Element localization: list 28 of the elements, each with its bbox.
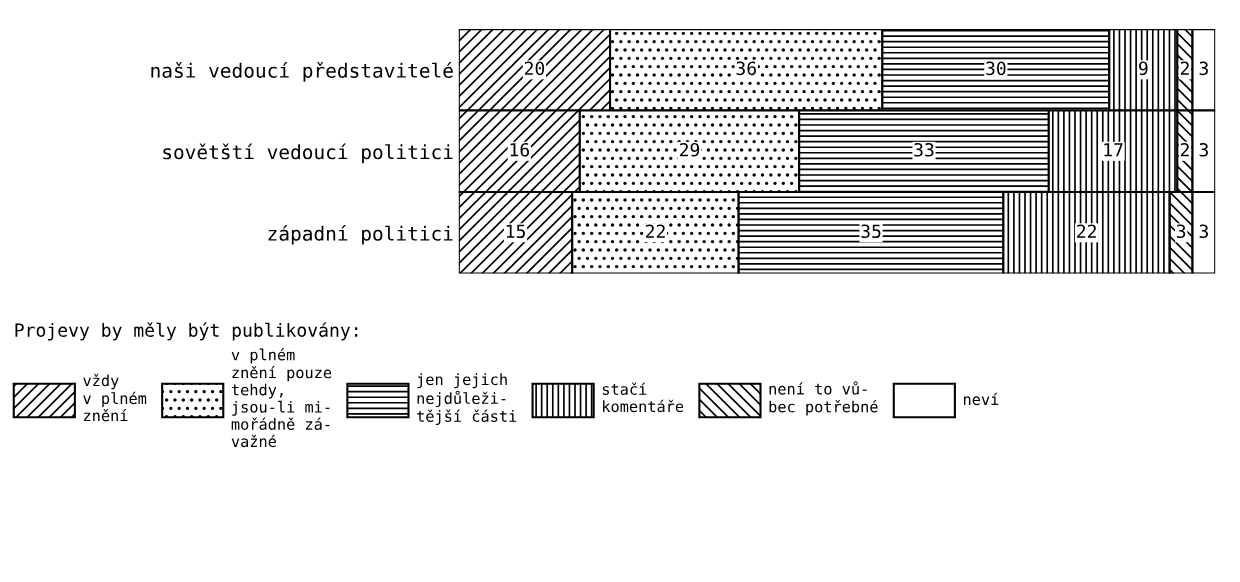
y-tick-label: západní politici [268, 225, 453, 245]
data-label: 22 [1077, 224, 1096, 238]
legend-label: v plném znění pouze tehdy, jsou-li mi- mořádně zá- važné [231, 348, 332, 448]
data-label: 2 [1180, 61, 1189, 75]
data-label: 3 [1199, 61, 1208, 76]
data-label: 9 [1139, 61, 1148, 76]
data-label: 33 [914, 142, 934, 157]
data-label: 22 [645, 224, 665, 238]
data-label: 3 [1199, 224, 1208, 239]
data-label: 15 [506, 224, 525, 239]
data-label: 2 [1180, 142, 1189, 157]
data-label: 20 [524, 61, 545, 76]
data-label: 30 [986, 61, 1006, 76]
y-tick-label: sovětští vedoucí politici [163, 143, 453, 164]
legend-title: Projevy by měly být publikovány: [15, 322, 358, 341]
y-tick-label: naši vedoucí představitelé [151, 62, 453, 82]
legend-label: stačí komentáře [602, 382, 684, 413]
legend-label: vždy v plném znění [83, 373, 147, 422]
legend-label: není to vů- bec potřebné [769, 381, 878, 416]
data-label: 3 [1199, 142, 1208, 157]
data-label: 16 [510, 142, 530, 157]
data-label: 36 [736, 61, 756, 76]
legend-label: neví [963, 392, 999, 406]
data-label: 17 [1104, 143, 1123, 157]
data-label: 3 [1176, 224, 1186, 239]
data-label: 35 [861, 224, 881, 239]
data-label: 29 [679, 142, 700, 157]
legend-label: jen jejich nejdůleži- tější části [417, 373, 517, 425]
